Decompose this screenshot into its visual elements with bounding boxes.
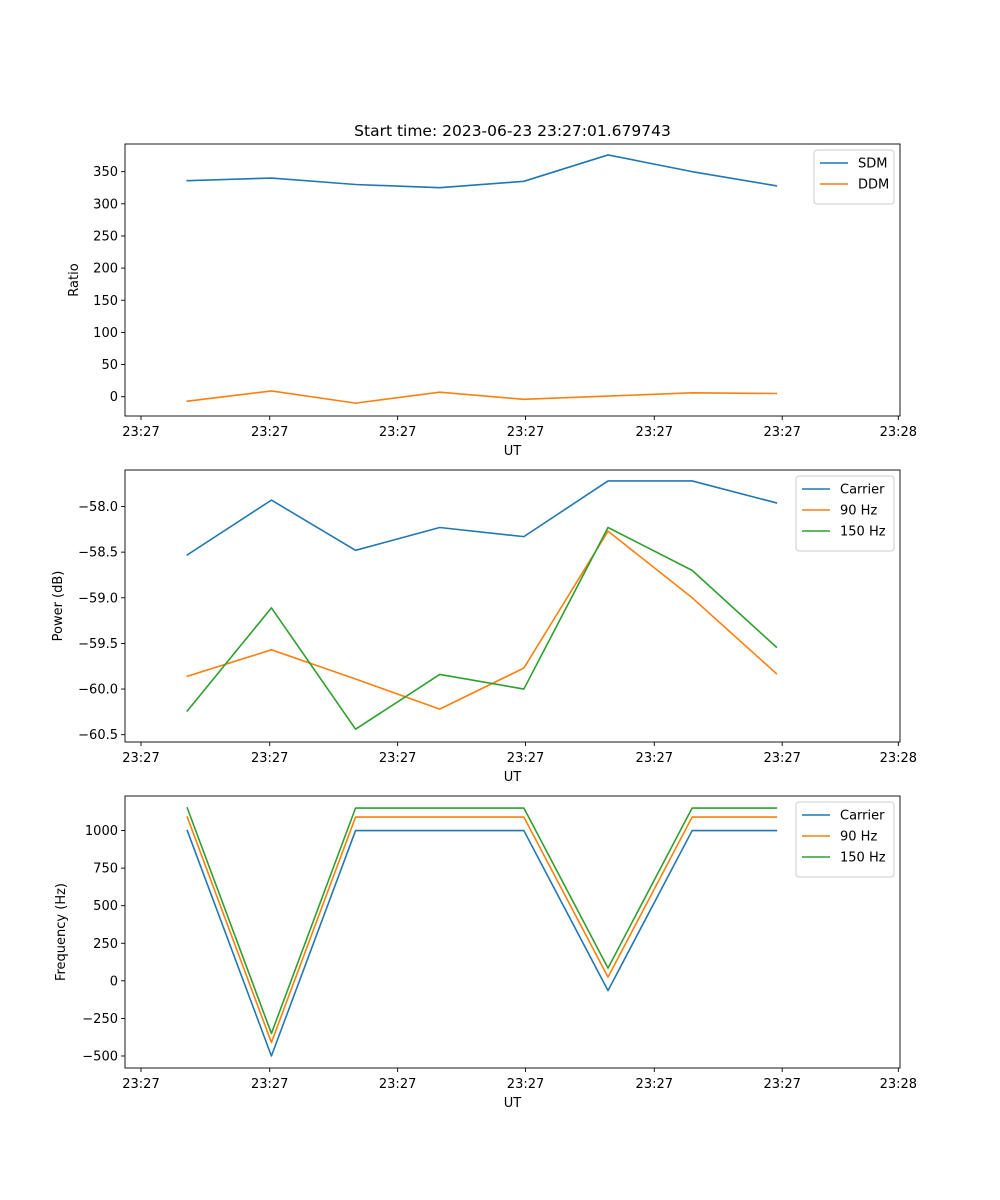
y-tick-label: 500 — [93, 899, 118, 914]
y-tick-label: −58.0 — [78, 500, 118, 515]
x-tick-label: 23:27 — [122, 425, 159, 440]
y-tick-label: 0 — [110, 974, 118, 989]
legend-entry: 150 Hz — [840, 851, 886, 866]
x-tick-label: 23:27 — [636, 425, 673, 440]
x-tick-label: 23:28 — [880, 1077, 917, 1092]
y-tick-label: 150 — [93, 294, 118, 309]
x-tick-label: 23:27 — [507, 751, 544, 766]
series-line-carrier — [186, 829, 778, 1057]
x-tick-label: 23:27 — [379, 751, 416, 766]
axes-frame — [124, 469, 901, 743]
chart-panel-1: Start time: 2023-06-23 23:27:01.679743 23… — [67, 122, 917, 459]
axes-frame — [124, 143, 901, 417]
legend-entry: SDM — [858, 157, 887, 172]
y-tick-label: 100 — [93, 326, 118, 341]
x-tick-label: 23:27 — [122, 751, 159, 766]
chart-panel-2: 23:27 23:27 23:27 23:27 23:27 23:27 23:28 −60.5… — [51, 469, 917, 785]
x-tick-label: 23:27 — [379, 1077, 416, 1092]
y-tick-label: 250 — [93, 937, 118, 952]
legend-box — [795, 475, 895, 552]
x-axis-label: UT — [504, 770, 522, 785]
y-tick-label: 300 — [93, 197, 118, 212]
series-line-sdm — [186, 154, 778, 189]
x-tick-label: 23:27 — [507, 425, 544, 440]
y-tick-label: −60.5 — [78, 728, 118, 743]
x-tick-label: 23:27 — [122, 1077, 159, 1092]
legend-entry: 150 Hz — [840, 525, 886, 540]
legend-entry: 90 Hz — [840, 830, 877, 845]
legend: SDM DDM — [813, 149, 895, 205]
x-tick-label: 23:27 — [636, 751, 673, 766]
x-tick-label: 23:27 — [251, 1077, 288, 1092]
y-tick-label: −59.5 — [78, 637, 118, 652]
y-tick-label: 750 — [93, 862, 118, 877]
y-tick-label: 0 — [110, 390, 118, 405]
chart-panel-3: 23:27 23:27 23:27 23:27 23:27 23:27 23:28 −500 −… — [54, 795, 917, 1111]
y-axis-label: Frequency (Hz) — [54, 883, 69, 981]
series-line-150-hz — [186, 806, 778, 1035]
series-line-carrier — [186, 480, 778, 556]
y-tick-label: −58.5 — [78, 546, 118, 561]
x-tick-label: 23:27 — [507, 1077, 544, 1092]
x-tick-label: 23:27 — [251, 751, 288, 766]
legend: Carrier 90 Hz 150 Hz — [795, 801, 895, 878]
y-tick-label: −500 — [82, 1049, 118, 1064]
x-axis-label: UT — [504, 444, 522, 459]
x-tick-label: 23:28 — [880, 751, 917, 766]
x-tick-label: 23:27 — [251, 425, 288, 440]
legend-entry: 90 Hz — [840, 504, 877, 519]
legend-entry: Carrier — [840, 809, 885, 824]
y-axis-label: Power (dB) — [51, 571, 66, 642]
x-axis-label: UT — [504, 1096, 522, 1111]
y-tick-label: 200 — [93, 262, 118, 277]
legend: Carrier 90 Hz 150 Hz — [795, 475, 895, 552]
x-tick-label: 23:27 — [636, 1077, 673, 1092]
series-line-150-hz — [186, 526, 778, 731]
series-line-ddm — [186, 390, 778, 404]
chart-title: Start time: 2023-06-23 23:27:01.679743 — [354, 122, 671, 140]
y-tick-label: 350 — [93, 165, 118, 180]
y-tick-label: 1000 — [85, 824, 118, 839]
y-tick-label: 50 — [101, 358, 118, 373]
x-tick-label: 23:27 — [763, 1077, 800, 1092]
y-tick-label: −59.0 — [78, 591, 118, 606]
x-tick-label: 23:27 — [379, 425, 416, 440]
legend-entry: Carrier — [840, 483, 885, 498]
y-tick-label: −60.0 — [78, 683, 118, 698]
y-tick-label: 250 — [93, 229, 118, 244]
series-line-90-hz — [186, 816, 778, 1044]
axes-frame — [124, 795, 901, 1069]
legend-entry: DDM — [858, 178, 889, 193]
legend-box — [795, 801, 895, 878]
x-tick-label: 23:28 — [880, 425, 917, 440]
series-line-90-hz — [186, 530, 778, 710]
y-axis-label: Ratio — [67, 263, 82, 296]
x-tick-label: 23:27 — [763, 751, 800, 766]
x-tick-label: 23:27 — [763, 425, 800, 440]
y-tick-label: −250 — [82, 1012, 118, 1027]
